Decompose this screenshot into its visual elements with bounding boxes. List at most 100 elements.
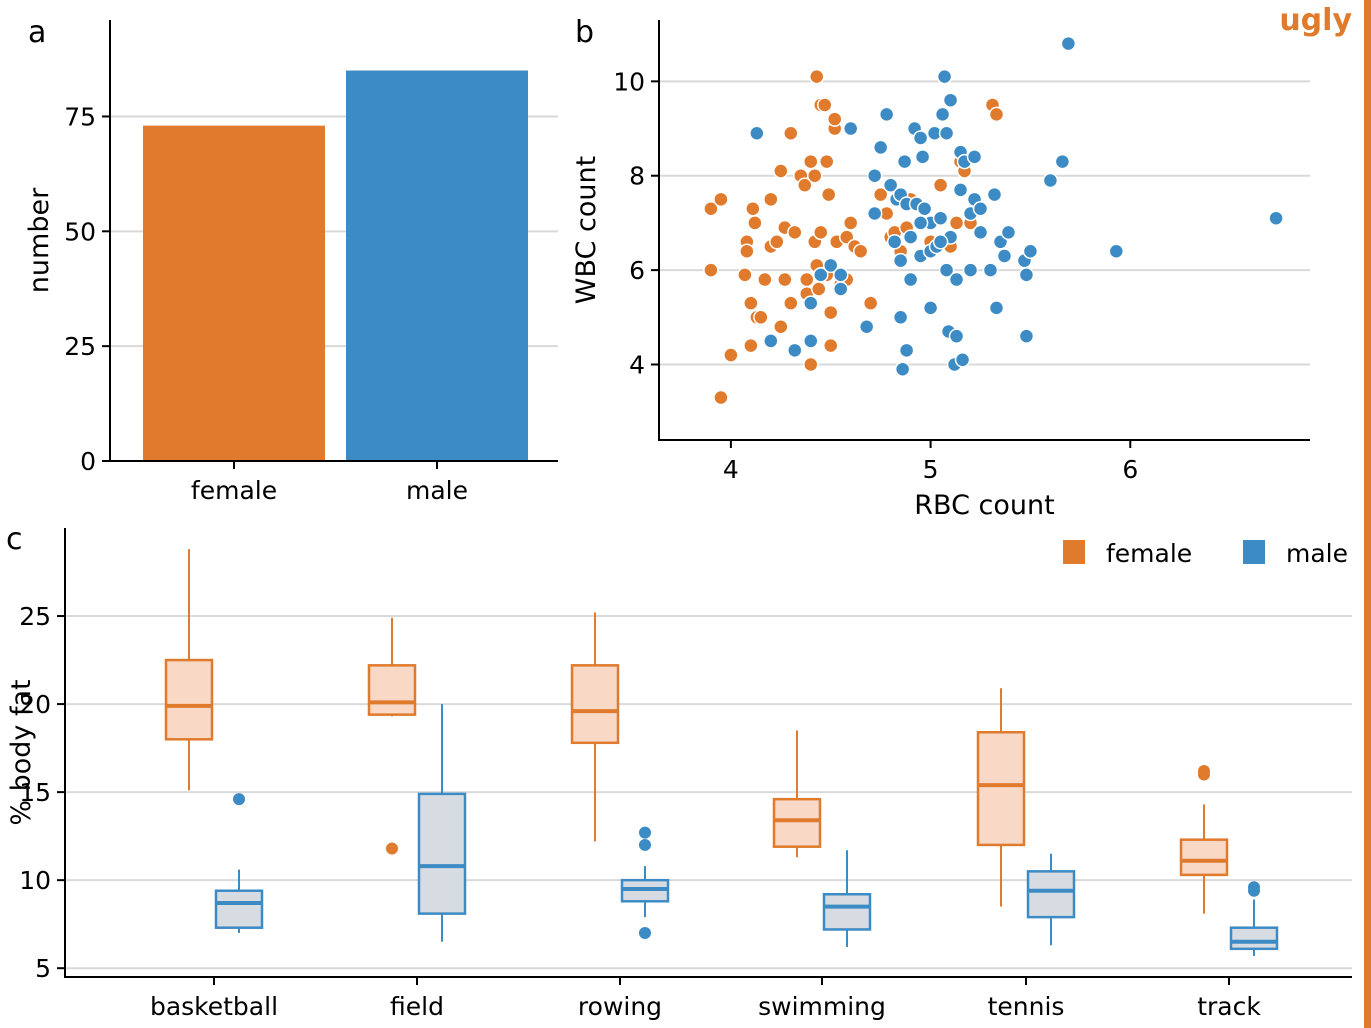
right-accent-bar bbox=[1364, 0, 1371, 1028]
axis-lines bbox=[64, 528, 1352, 978]
point-female bbox=[813, 224, 829, 241]
point-male bbox=[982, 262, 999, 278]
point-female bbox=[948, 215, 965, 231]
point-female bbox=[820, 186, 837, 203]
point-male bbox=[952, 182, 969, 198]
point-female bbox=[743, 337, 759, 354]
y-tick-label: 8 bbox=[629, 162, 645, 191]
panel-b-scatter-plot: 4 6 8 10 4 5 6 RBC count WBC count b bbox=[571, 15, 1310, 521]
legend-label-male: male bbox=[1286, 539, 1348, 568]
point-male bbox=[842, 120, 859, 137]
bar-male bbox=[346, 70, 528, 461]
outlier-male bbox=[1248, 881, 1260, 894]
y-tick-label: 6 bbox=[629, 256, 645, 285]
point-female bbox=[818, 153, 835, 170]
x-tick-label: 4 bbox=[723, 455, 739, 484]
point-male bbox=[986, 186, 1003, 203]
point-female bbox=[783, 295, 799, 311]
box-female bbox=[367, 664, 417, 716]
point-female bbox=[809, 68, 825, 85]
point-male bbox=[972, 224, 989, 241]
box-female bbox=[570, 664, 620, 745]
point-male bbox=[892, 309, 909, 326]
y-tick-label: 20 bbox=[19, 690, 51, 719]
point-female bbox=[822, 337, 839, 354]
point-female bbox=[811, 281, 827, 297]
point-male bbox=[914, 149, 931, 165]
corner-label: ugly bbox=[1279, 3, 1352, 38]
y-tick-label: 75 bbox=[64, 102, 96, 131]
axis-lines bbox=[109, 20, 558, 462]
point-male bbox=[894, 361, 911, 377]
point-female bbox=[713, 389, 729, 406]
point-male bbox=[763, 333, 779, 349]
point-male bbox=[832, 267, 849, 283]
point-female bbox=[807, 167, 823, 184]
point-female bbox=[988, 106, 1005, 123]
point-male bbox=[896, 153, 913, 170]
axis-lines bbox=[658, 20, 1310, 441]
point-female bbox=[826, 111, 843, 127]
point-male bbox=[832, 281, 849, 297]
point-male bbox=[878, 106, 895, 123]
box-male bbox=[1026, 870, 1076, 919]
point-male bbox=[938, 125, 955, 142]
y-tick-label: 25 bbox=[64, 332, 96, 361]
panel-letter: a bbox=[28, 15, 46, 50]
box-male bbox=[214, 889, 264, 929]
point-female bbox=[703, 201, 719, 217]
point-male bbox=[866, 167, 883, 184]
point-male bbox=[749, 125, 765, 142]
point-male bbox=[886, 234, 903, 250]
point-female bbox=[803, 153, 819, 170]
point-male bbox=[922, 300, 939, 316]
legend-label-female: female bbox=[1106, 539, 1192, 568]
point-female bbox=[803, 356, 819, 373]
point-male bbox=[898, 342, 915, 359]
panel-letter: b bbox=[575, 15, 594, 50]
legend-swatch-male bbox=[1243, 540, 1265, 564]
point-female bbox=[797, 177, 813, 193]
x-tick-label: track bbox=[1197, 992, 1261, 1021]
point-male bbox=[813, 267, 829, 283]
y-axis-title: % body fat bbox=[6, 679, 37, 825]
point-female bbox=[842, 215, 859, 231]
x-tick-label: field bbox=[390, 992, 444, 1021]
point-male bbox=[912, 130, 929, 146]
point-male bbox=[932, 234, 949, 250]
x-tick-label: rowing bbox=[578, 992, 662, 1021]
point-female bbox=[743, 295, 759, 311]
point-male bbox=[866, 205, 883, 222]
y-tick-label: 4 bbox=[629, 350, 645, 379]
point-female bbox=[872, 186, 889, 203]
point-male bbox=[936, 68, 953, 85]
point-female bbox=[723, 347, 739, 363]
point-female bbox=[822, 304, 839, 321]
point-male bbox=[916, 201, 933, 217]
point-female bbox=[787, 224, 803, 241]
point-male bbox=[872, 139, 889, 156]
outlier-male bbox=[639, 838, 651, 851]
point-male bbox=[902, 271, 919, 288]
panel-letter: c bbox=[6, 522, 23, 557]
point-male bbox=[942, 92, 959, 108]
point-male bbox=[803, 295, 819, 311]
point-male bbox=[1054, 153, 1071, 170]
point-male bbox=[948, 328, 965, 344]
point-male bbox=[932, 210, 949, 226]
point-female bbox=[799, 271, 815, 288]
point-female bbox=[763, 191, 779, 208]
point-male bbox=[1000, 224, 1017, 241]
y-tick-label: 15 bbox=[19, 778, 51, 807]
point-male bbox=[948, 271, 965, 288]
point-male bbox=[1268, 210, 1284, 226]
bar-female bbox=[143, 125, 325, 461]
point-male bbox=[803, 333, 819, 349]
point-male bbox=[954, 352, 971, 368]
x-tick-label: 5 bbox=[923, 455, 939, 484]
box-male bbox=[822, 892, 872, 931]
point-male bbox=[1108, 243, 1125, 259]
point-female bbox=[703, 262, 719, 278]
point-male bbox=[934, 106, 951, 123]
